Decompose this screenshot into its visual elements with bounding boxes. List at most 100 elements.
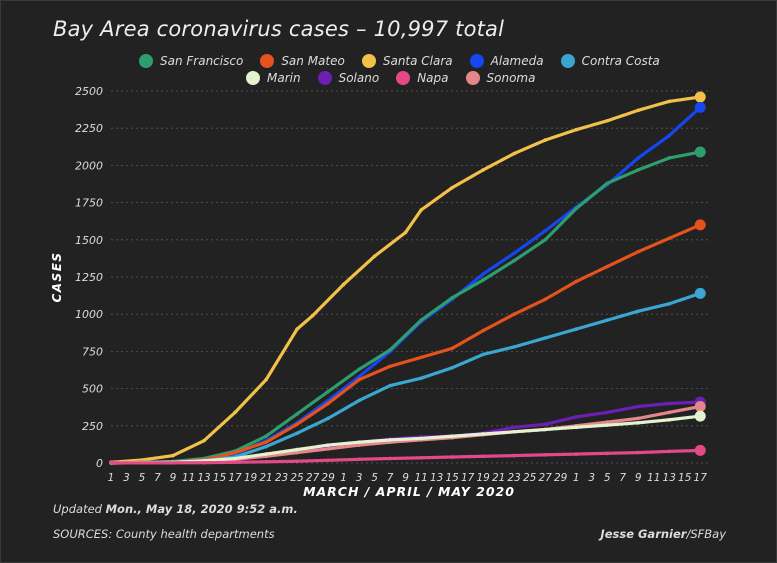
data-point: [388, 383, 392, 388]
data-point: [419, 436, 423, 441]
x-tick-label: 25: [523, 472, 537, 484]
data-point: [543, 422, 547, 427]
series-end-marker: [694, 91, 706, 103]
data-point: [636, 450, 641, 455]
data-point: [605, 181, 610, 186]
legend-item: San Francisco: [139, 54, 243, 68]
data-point: [264, 444, 268, 449]
data-point: [605, 118, 610, 123]
data-point: [295, 422, 299, 427]
updated-prefix: Updated: [53, 502, 106, 516]
legend-dot-icon: [260, 54, 275, 68]
data-point: [543, 238, 547, 242]
x-tick-label: 1: [108, 472, 115, 484]
x-tick-label: 7: [387, 472, 394, 484]
x-tick-label: 17: [694, 472, 708, 484]
legend-dot-icon: [361, 54, 376, 68]
data-point: [512, 425, 516, 430]
data-point: [481, 328, 485, 333]
y-tick-label: 500: [82, 383, 103, 396]
data-point: [419, 208, 423, 212]
legend-item: Marin: [246, 71, 301, 85]
data-point: [295, 447, 299, 452]
data-point: [605, 318, 610, 322]
legend-label: Marin: [267, 71, 301, 85]
x-tick-label: 29: [554, 472, 568, 484]
series-end-marker: [694, 400, 706, 412]
data-point: [574, 127, 578, 132]
data-point: [326, 458, 330, 463]
data-point: [372, 254, 377, 258]
data-point: [481, 272, 485, 276]
data-point: [512, 312, 516, 317]
legend-label: San Mateo: [281, 54, 345, 68]
data-point: [512, 345, 516, 349]
x-tick-label: 19: [476, 472, 490, 484]
x-tick-label: 3: [123, 472, 130, 484]
x-tick-label: 1: [573, 472, 580, 484]
data-point: [512, 251, 516, 255]
x-tick-label: 7: [619, 472, 626, 484]
series-line: [109, 448, 702, 465]
data-point: [636, 421, 641, 425]
data-point: [388, 456, 392, 461]
data-point: [605, 423, 610, 427]
data-point: [574, 415, 578, 419]
legend-item: San Mateo: [260, 54, 345, 68]
x-tick-label: 27: [306, 472, 320, 484]
x-tick-label: 17: [461, 472, 475, 484]
data-point: [574, 206, 578, 211]
data-point: [481, 454, 485, 459]
x-tick-label: 17: [228, 472, 242, 484]
data-point: [636, 108, 641, 113]
legend-label: Sonoma: [486, 71, 536, 85]
y-tick-label: 1750: [75, 197, 103, 210]
data-point: [357, 440, 361, 444]
data-point: [357, 457, 361, 462]
data-point: [667, 449, 672, 454]
data-point: [419, 318, 423, 322]
data-point: [574, 452, 578, 456]
data-point: [295, 327, 299, 331]
data-point: [233, 456, 237, 461]
legend-label: San Francisco: [160, 54, 244, 68]
x-tick-label: 13: [430, 472, 443, 484]
data-point: [636, 416, 641, 421]
data-point: [357, 398, 361, 403]
legend-item: Sonoma: [465, 71, 536, 85]
legend-dot-icon: [317, 71, 332, 85]
data-point: [264, 440, 268, 444]
data-point: [419, 355, 423, 360]
data-point: [605, 420, 610, 424]
series-end-marker: [694, 101, 706, 113]
credit-name: Jesse Garnier: [600, 527, 687, 541]
legend-dot-icon: [560, 54, 575, 68]
x-tick-label: 15: [445, 472, 459, 484]
credit-note: Jesse Garnier/SFBay: [600, 527, 726, 541]
data-point: [667, 133, 672, 138]
data-point: [233, 410, 237, 415]
data-point: [667, 301, 672, 306]
data-point: [388, 348, 392, 352]
x-tick-label: 15: [678, 472, 692, 484]
data-point: [667, 236, 672, 241]
data-point: [419, 455, 423, 460]
series-end-marker: [694, 287, 706, 299]
data-point: [667, 99, 672, 104]
data-point: [357, 367, 361, 372]
x-tick-label: 15: [213, 472, 227, 484]
data-point: [419, 376, 423, 380]
x-tick-label: 9: [170, 472, 177, 484]
sources-note: SOURCES: County health departments: [53, 527, 275, 541]
data-point: [605, 264, 610, 269]
data-point: [667, 156, 672, 160]
data-point: [481, 168, 485, 172]
x-tick-label: 13: [663, 472, 676, 484]
y-tick-label: 750: [82, 345, 103, 358]
data-point: [512, 453, 516, 458]
legend-item: Solano: [317, 71, 379, 85]
data-point: [450, 455, 454, 459]
data-point: [357, 443, 361, 447]
series-end-marker: [694, 444, 706, 456]
data-point: [450, 346, 454, 351]
